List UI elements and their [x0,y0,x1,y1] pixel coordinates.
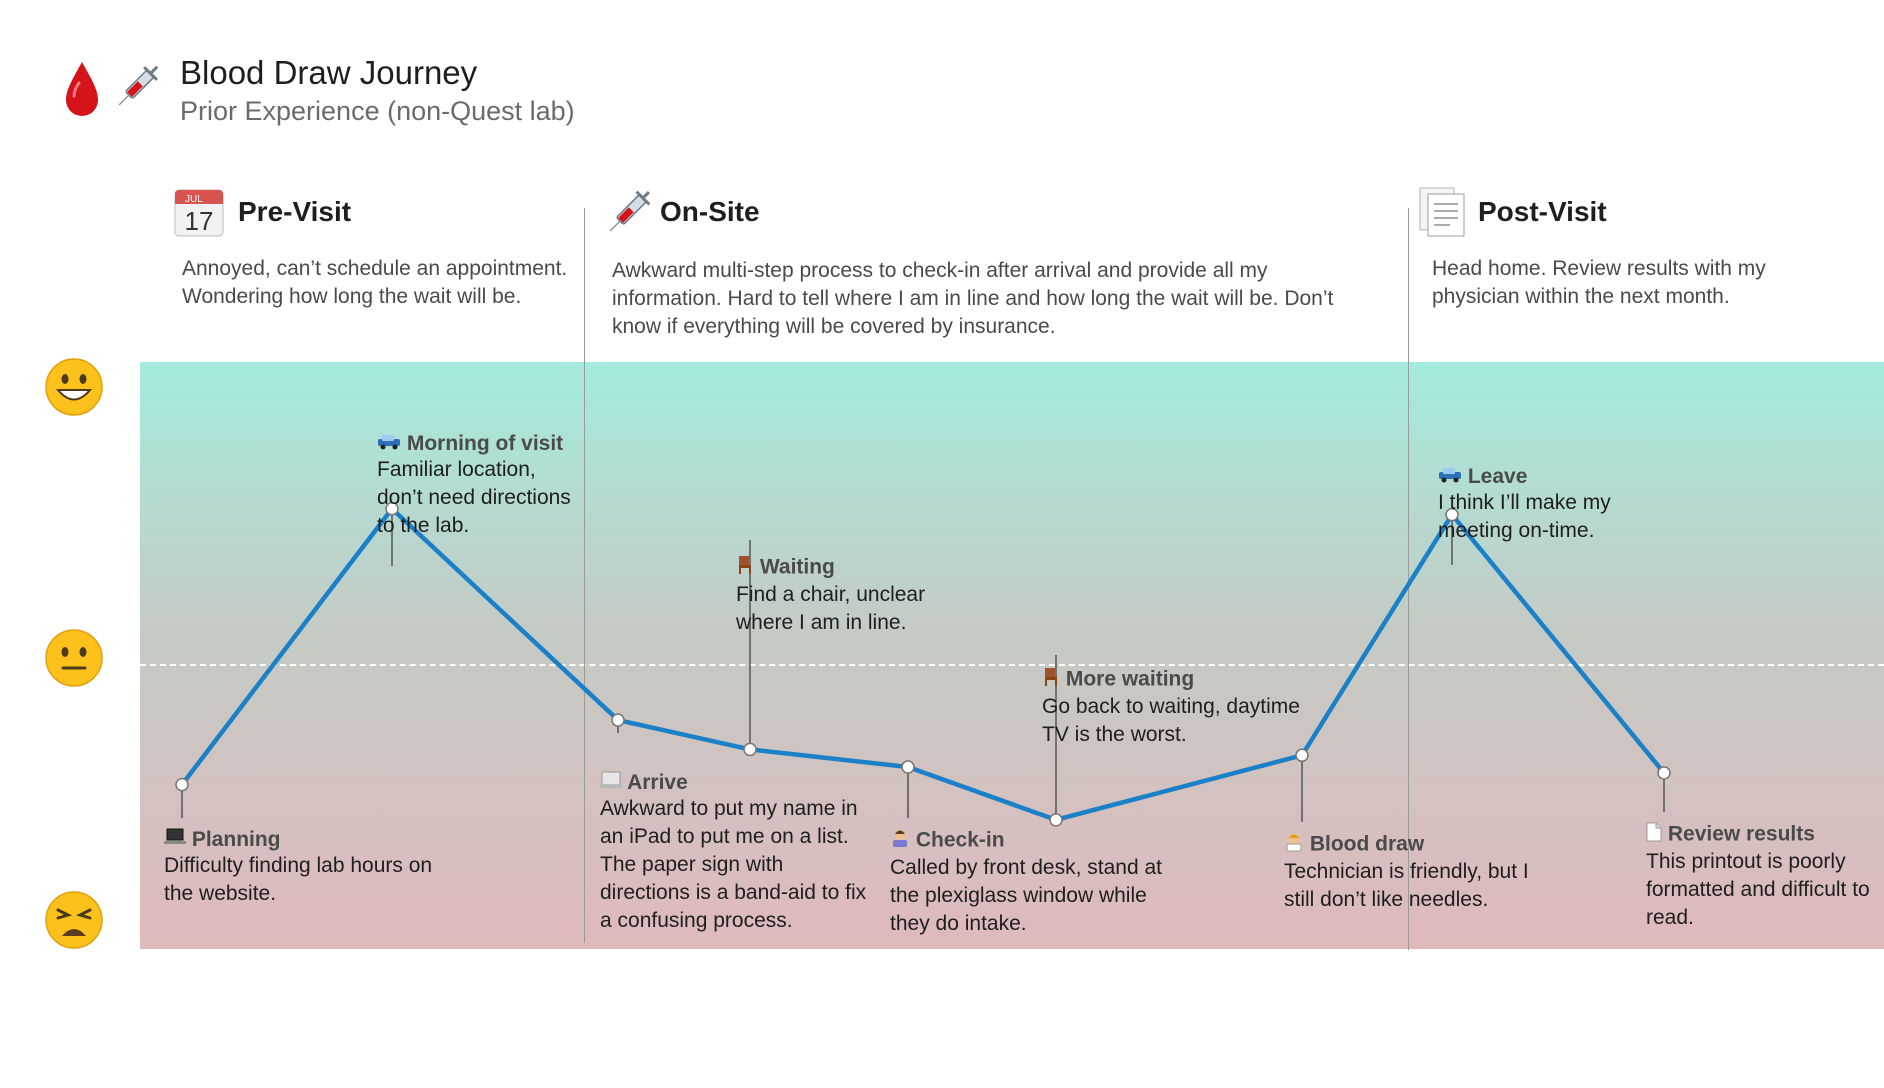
touchpoint-marker-7 [1295,748,1309,763]
touchpoint-text: Familiar location, don’t need directions… [377,458,571,538]
touchpoint-title: Morning of visit [406,432,564,455]
touchpoint-marker-6 [1049,813,1063,827]
touchpoint-title: Leave [1467,465,1528,488]
touchpoint-title: Check-in [915,828,1005,852]
touchpoint-marker-8 [1445,507,1459,522]
touchpoint-text: Called by front desk, stand at the plexi… [890,856,1162,935]
touchpoint-marker-9 [1657,766,1671,780]
touchpoint-arrive: Arrive Awkward to put my name in an iPad… [600,771,870,935]
touchpoint-title: Waiting [759,555,835,579]
touchpoint-blood-draw: Blood draw Technician is friendly, but I… [1284,832,1564,914]
weary-face-icon [44,890,104,955]
phase-desc-on-site: Awkward multi-step process to check-in a… [612,259,1334,338]
laptop-icon [164,828,186,852]
blood-drop-icon [66,62,98,116]
touchpoint-text: Find a chair, unclear where I am in line… [736,583,926,634]
phase-title-pre-visit: Pre-Visit [238,196,352,227]
touchpoint-text: I think I’ll make my meeting on-time. [1438,491,1611,543]
touchpoint-text: Difficulty finding lab hours on the webs… [164,854,433,906]
touchpoint-marker-3 [611,713,625,727]
phase-divider-1 [584,208,585,943]
car-icon [1438,465,1462,489]
page-icon [1646,822,1662,848]
emotion-band [140,362,1884,949]
page-subtitle: Prior Experience (non-Quest lab) [180,96,575,126]
touchpoint-title: Arrive [627,771,688,794]
tablet-icon [600,771,622,795]
neutral-baseline [140,664,1884,666]
touchpoint-title: Blood draw [1309,832,1425,856]
document-icon [1418,186,1468,238]
header-icons [60,56,170,120]
calendar-month: JUL [185,194,203,205]
phase-desc-post-visit: Head home. Review results with my physic… [1432,257,1766,308]
touchpoint-more-waiting: More waiting Go back to waiting, daytime… [1042,667,1302,749]
neutral-face-icon [44,628,104,693]
touchpoint-marker-4 [743,742,757,757]
calendar-icon: JUL 17 [173,186,225,238]
technician-icon [1284,832,1304,858]
touchpoint-title: Planning [191,828,281,851]
chair-icon [1042,667,1060,693]
touchpoint-text: Technician is friendly, but I still don’… [1284,860,1529,911]
touchpoint-leave: Leave I think I’ll make my meeting on-ti… [1438,465,1658,545]
touchpoint-waiting: Waiting Find a chair, unclear where I am… [736,555,956,637]
grinning-face-icon [44,357,104,422]
calendar-day: 17 [185,206,214,236]
touchpoint-check-in: Check-in Called by front desk, stand at … [890,828,1170,938]
page-title: Blood Draw Journey [180,54,478,91]
touchpoint-marker-1 [175,777,189,792]
phase-title-post-visit: Post-Visit [1478,196,1607,227]
touchpoint-planning: Planning Difficulty finding lab hours on… [164,828,434,908]
phase-desc-pre-visit: Annoyed, can’t schedule an appointment. … [182,257,568,308]
touchpoint-review-results: Review results This printout is poorly f… [1646,822,1876,932]
touchpoint-marker-2 [385,502,399,516]
touchpoint-title: More waiting [1065,667,1195,691]
touchpoint-text: Go back to waiting, daytime TV is the wo… [1042,695,1300,746]
phase-divider-2 [1408,208,1409,950]
chair-icon [736,555,754,581]
syringe-icon [118,65,159,106]
touchpoint-morning-of-visit: Morning of visit Familiar location, don’… [377,432,587,540]
touchpoint-marker-5 [901,760,915,774]
phase-title-on-site: On-Site [660,196,760,227]
syringe-icon [598,186,656,242]
touchpoint-text: This printout is poorly formatted and di… [1646,850,1870,929]
touchpoint-title: Review results [1667,822,1815,846]
touchpoint-text: Awkward to put my name in an iPad to put… [600,797,867,933]
car-icon [377,432,401,456]
receptionist-icon [890,828,910,854]
